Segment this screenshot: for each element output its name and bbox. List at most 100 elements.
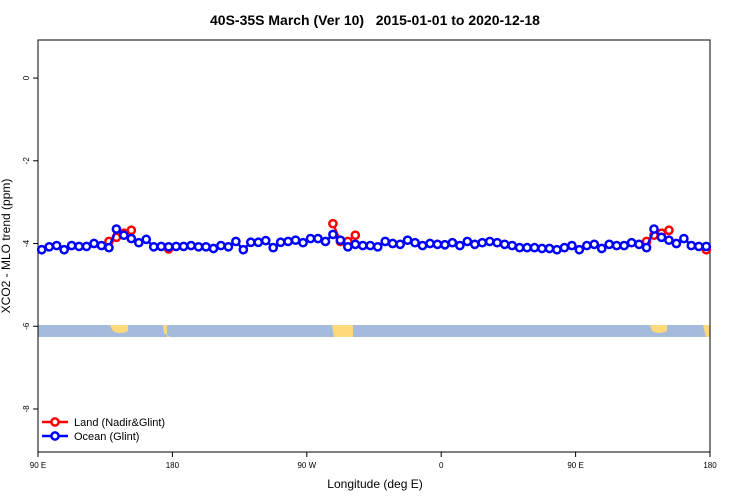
data-point [589,239,600,250]
land-patch [332,325,353,337]
data-point [596,243,607,254]
chart-title: 40S-35S March (Ver 10) 2015-01-01 to 202… [210,12,540,28]
data-point [328,218,338,229]
data-point [664,225,674,236]
data-point [469,239,480,250]
data-point [66,240,77,251]
data-point [649,224,659,234]
data-point [693,241,704,252]
data-point [193,241,204,252]
data-point [141,234,152,245]
data-point [201,241,211,252]
data-point [417,240,428,251]
data-point [477,237,488,248]
data-point [328,229,338,240]
data-point [290,235,301,246]
data-point [537,243,547,254]
data-point [313,233,323,244]
data-point [395,239,405,250]
data-point [574,244,585,255]
data-point [626,237,637,248]
data-point [119,230,129,241]
data-point [664,235,674,246]
x-tick-label: 90 E [30,461,46,470]
data-point [679,233,689,244]
data-point [656,232,667,243]
data-point [260,235,271,246]
data-point [186,240,196,251]
data-point [133,237,144,248]
data-point [320,236,331,247]
land-mask [38,325,710,337]
y-tick-label: -4 [22,239,31,247]
x-tick-label: 90 W [297,461,316,470]
data-point [51,240,62,251]
data-point [178,241,189,252]
data-point [104,242,114,253]
x-tick-label: 90 E [567,461,583,470]
data-point [447,237,458,248]
legend-label: Land (Nadir&Glint) [74,417,165,429]
data-point [245,237,256,248]
data-point [365,240,376,251]
data-point [156,241,167,252]
data-point [89,238,99,249]
data-point [126,233,137,244]
data-point [686,240,697,251]
data-point [671,238,682,249]
data-point [111,224,122,234]
data-point [335,235,346,246]
data-point [559,242,570,253]
data-point [268,242,279,253]
legend-marker [50,431,60,441]
x-tick-label: 180 [703,461,717,470]
x-tick-label: 180 [166,461,180,470]
data-point [567,240,577,251]
data-point [604,239,615,250]
data-point [163,241,174,252]
data-point [298,237,308,248]
data-point [44,241,55,252]
data-point [36,244,47,255]
data-point [619,240,629,251]
data-point [96,240,107,251]
data-point [350,239,361,250]
data-point [529,242,540,253]
y-axis-label: XCO2 - MLO trend (ppm) [0,179,13,314]
legend: Land (Nadir&Glint) Ocean (Glint) [42,417,165,443]
data-point [238,244,249,255]
data-point [171,241,181,252]
data-point [283,236,293,247]
land-patch [110,325,128,333]
y-tick-label: -2 [22,157,31,165]
data-point [208,243,219,254]
land-patch [163,325,170,337]
y-tick-label: 0 [22,75,31,80]
legend-label: Ocean (Glint) [74,431,139,443]
data-point [357,240,368,251]
data-point [514,242,525,253]
data-point [544,243,555,254]
x-tick-label: 0 [439,461,444,470]
data-point [701,241,712,252]
data-point [216,240,226,251]
data-point [611,240,622,251]
data-point [492,237,503,248]
data-point [507,240,517,251]
data-point [552,244,562,255]
data-point [380,236,391,247]
data-point [350,230,361,241]
data-point [223,241,234,252]
data-point [81,241,92,252]
data-point [641,242,652,253]
x-axis-label: Longitude (deg E) [327,477,422,491]
data-point [581,240,592,251]
data-point [440,239,450,250]
land-patch [650,325,667,333]
data-point [484,236,495,247]
land-patch [703,325,710,337]
data-point [305,233,316,244]
data-point [499,239,510,250]
data-point [387,238,398,249]
